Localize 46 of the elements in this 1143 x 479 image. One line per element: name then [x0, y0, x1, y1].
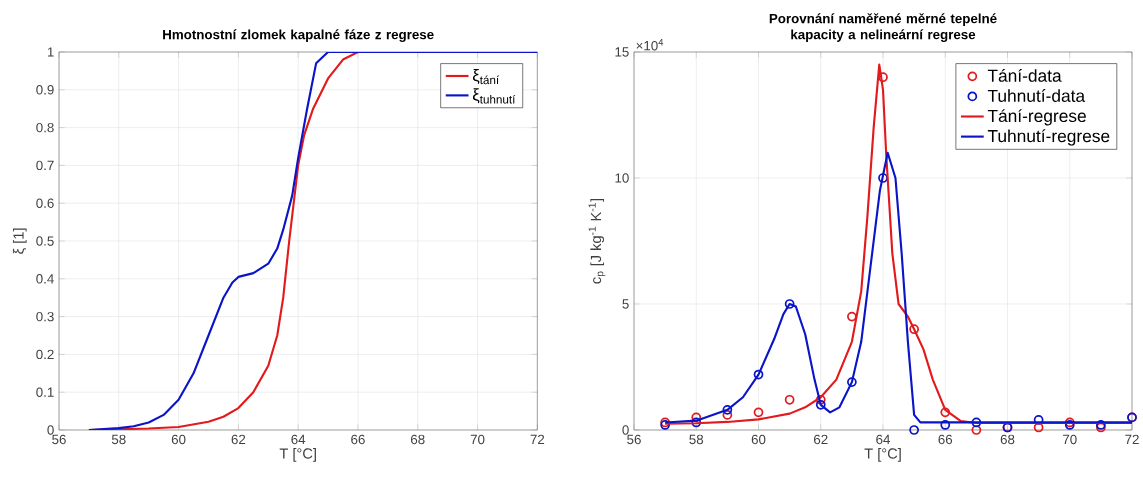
x-tick-label: 70: [470, 434, 485, 445]
y-axis-title: c$_{p}$ [J kg$^{-1}$ K$^{-1}$]: [588, 198, 606, 284]
x-tick-label: 62: [231, 434, 246, 445]
x-tick-label: 62: [814, 434, 828, 445]
y-tick-label: 1: [47, 47, 54, 57]
x-tick-label: 60: [171, 434, 186, 445]
x-tick-label: 58: [689, 434, 704, 445]
y-tick-label: 0.9: [36, 85, 54, 95]
y-tick-label: 15: [615, 47, 629, 57]
x-tick-label: 70: [1063, 434, 1077, 445]
y-tick-label: 0.1: [36, 387, 54, 397]
x-tick-label: 58: [111, 434, 126, 445]
chart-title: Hmotnostní zlomek kapalné fáze z regrese: [163, 29, 434, 42]
y-tick-label: 0: [47, 425, 54, 435]
x-tick-label: 56: [627, 434, 641, 445]
x-tick-label: 64: [291, 434, 306, 445]
x-tick-label: 72: [530, 434, 545, 445]
x-tick-label: 66: [938, 434, 953, 445]
legend-label: ξ$_{tání}$: [472, 68, 500, 85]
chart-title: Porovnání naměřené měrné tepelné kapacity a nelineární regrese: [769, 13, 997, 42]
x-tick-label: 72: [1125, 434, 1139, 445]
x-tick-label: 56: [52, 434, 66, 445]
y-tick-label: 5: [622, 299, 629, 309]
legend-label: Tání-data: [987, 68, 1062, 82]
y-tick-label: 0.8: [36, 122, 54, 133]
y-tick-label: 0.7: [36, 160, 54, 171]
x-tick-label: 66: [351, 434, 365, 445]
y-axis-title: ξ [1]: [12, 228, 27, 254]
legend-label: ξ$_{tuhnutí}$: [472, 88, 516, 104]
y-tick-label: 0.3: [36, 311, 54, 322]
y-tick-label: 0.5: [36, 236, 54, 246]
x-tick-label: 60: [751, 434, 766, 445]
text: ×10$^{4}$: [636, 39, 664, 51]
x-tick-label: 68: [1000, 434, 1015, 445]
y-tick-label: 10: [615, 173, 629, 183]
x-tick-label: 68: [411, 434, 425, 445]
x-axis-title: T [°C]: [864, 447, 901, 462]
x-tick-label: 64: [876, 434, 891, 445]
legend-label: Tuhnutí-regrese: [987, 129, 1110, 146]
x-axis-title: T [°C]: [279, 447, 316, 462]
y-tick-label: 0.4: [36, 274, 54, 284]
y-tick-label: 0: [622, 425, 629, 435]
legend-label: Tuhnutí-data: [987, 89, 1086, 102]
legend-label: Tání-regrese: [987, 109, 1086, 126]
y-tick-label: 0.6: [36, 198, 54, 208]
y-tick-label: 0.2: [36, 349, 54, 360]
